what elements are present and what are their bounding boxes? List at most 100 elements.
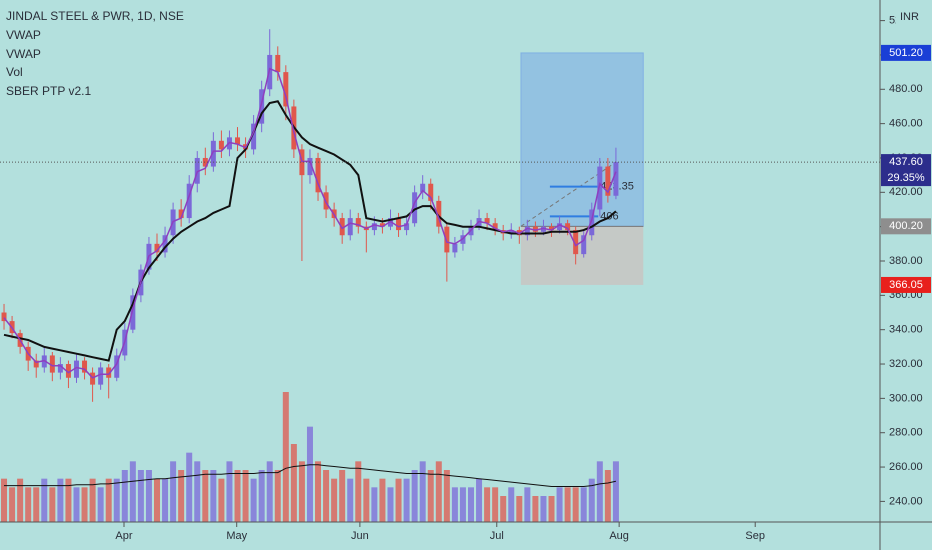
volume-bar <box>548 496 555 522</box>
y-tick-label: 240.00 <box>889 495 923 507</box>
volume-bar <box>25 487 32 522</box>
volume-bar <box>65 478 72 522</box>
candle-body <box>444 226 450 253</box>
candle-body <box>581 235 587 255</box>
candle-body <box>57 364 63 373</box>
stop-tag-bg <box>881 276 931 293</box>
volume-bar <box>226 461 233 522</box>
volume-bar <box>476 478 483 522</box>
legend-entry: Vol <box>6 65 23 79</box>
candle-body <box>484 218 490 224</box>
volume-bar <box>564 487 571 522</box>
volume-bar <box>202 470 209 522</box>
vwap-line <box>3 67 617 379</box>
candle-body <box>162 235 168 253</box>
change-tag: 29.35% <box>887 172 925 184</box>
candle-body <box>114 355 120 378</box>
y-tick-label: 460.00 <box>889 118 923 130</box>
y-tick-label: 480.00 <box>889 83 923 95</box>
candle-body <box>436 200 442 227</box>
x-tick-label: May <box>226 530 247 542</box>
volume-bar <box>306 426 313 522</box>
volume-bar <box>290 444 297 522</box>
candle-body <box>202 157 208 167</box>
volume-bar <box>443 470 450 522</box>
candle-body <box>251 123 257 150</box>
volume-bar <box>145 470 152 522</box>
volume-bar <box>387 487 394 522</box>
volume-bar <box>451 487 458 522</box>
candle-body <box>339 218 345 236</box>
candle-body <box>106 367 112 378</box>
candle-body <box>428 183 434 201</box>
volume-bar <box>411 470 418 522</box>
volume-bar <box>73 487 80 522</box>
entry-tag-bg <box>881 218 931 235</box>
volume-bar <box>105 478 112 522</box>
volume-bar <box>379 478 386 522</box>
volume-bar <box>427 470 434 522</box>
candle-body <box>492 223 498 231</box>
candle-body <box>130 295 136 330</box>
candle-body <box>420 183 426 193</box>
candle-body <box>549 226 555 231</box>
last-tag: 437.60 <box>889 156 923 168</box>
candle-body <box>347 218 353 236</box>
volume-bar <box>355 461 362 522</box>
volume-bar <box>540 496 547 522</box>
candle-body <box>355 218 361 227</box>
volume-bar <box>218 478 225 522</box>
candle-body <box>210 140 216 167</box>
volume-bar <box>403 478 410 522</box>
y-tick-label: 300.00 <box>889 392 923 404</box>
candle-body <box>267 54 273 90</box>
volume-bar <box>162 478 169 522</box>
volume-bar <box>588 478 595 522</box>
candle-body <box>49 355 55 373</box>
volume-bar <box>121 470 128 522</box>
volume-bar <box>1 478 8 522</box>
candle-body <box>186 183 192 219</box>
candle-body <box>404 223 410 231</box>
volume-bar <box>234 470 241 522</box>
volume-bar <box>604 470 611 522</box>
legend-entry: SBER PTP v2.1 <box>6 84 91 98</box>
candle-body <box>532 226 538 232</box>
volume-bar <box>435 461 442 522</box>
candle-body <box>235 137 241 145</box>
x-tick-label: Jul <box>490 530 504 542</box>
volume-bar <box>113 478 120 522</box>
candle-body <box>315 157 321 193</box>
volume-bar <box>178 470 185 522</box>
volume-bar <box>266 461 273 522</box>
candle-body <box>524 226 530 236</box>
volume-bar <box>331 478 338 522</box>
volume-bar <box>516 496 523 522</box>
volume-bar <box>81 487 88 522</box>
volume-bar <box>258 470 265 522</box>
volume-bar <box>347 478 354 522</box>
candle-body <box>307 157 313 176</box>
candle-body <box>82 360 88 373</box>
volume-bar <box>57 478 64 522</box>
candle-body <box>508 230 514 234</box>
candle-body <box>194 157 200 184</box>
volume-bar <box>572 487 579 522</box>
candle-body <box>379 223 385 227</box>
volume-bar <box>363 478 370 522</box>
volume-bar <box>274 470 281 522</box>
candle-body <box>178 209 184 219</box>
volume-bar <box>250 478 257 522</box>
candle-body <box>589 209 595 236</box>
candle-body <box>557 223 563 231</box>
volume-bar <box>532 496 539 522</box>
volume-bar <box>500 496 507 522</box>
candle-body <box>73 360 79 378</box>
candle-body <box>396 218 402 231</box>
volume-bar <box>97 487 104 522</box>
volume-bar <box>170 461 177 522</box>
volume-bar <box>524 487 531 522</box>
candle-body <box>65 364 71 378</box>
